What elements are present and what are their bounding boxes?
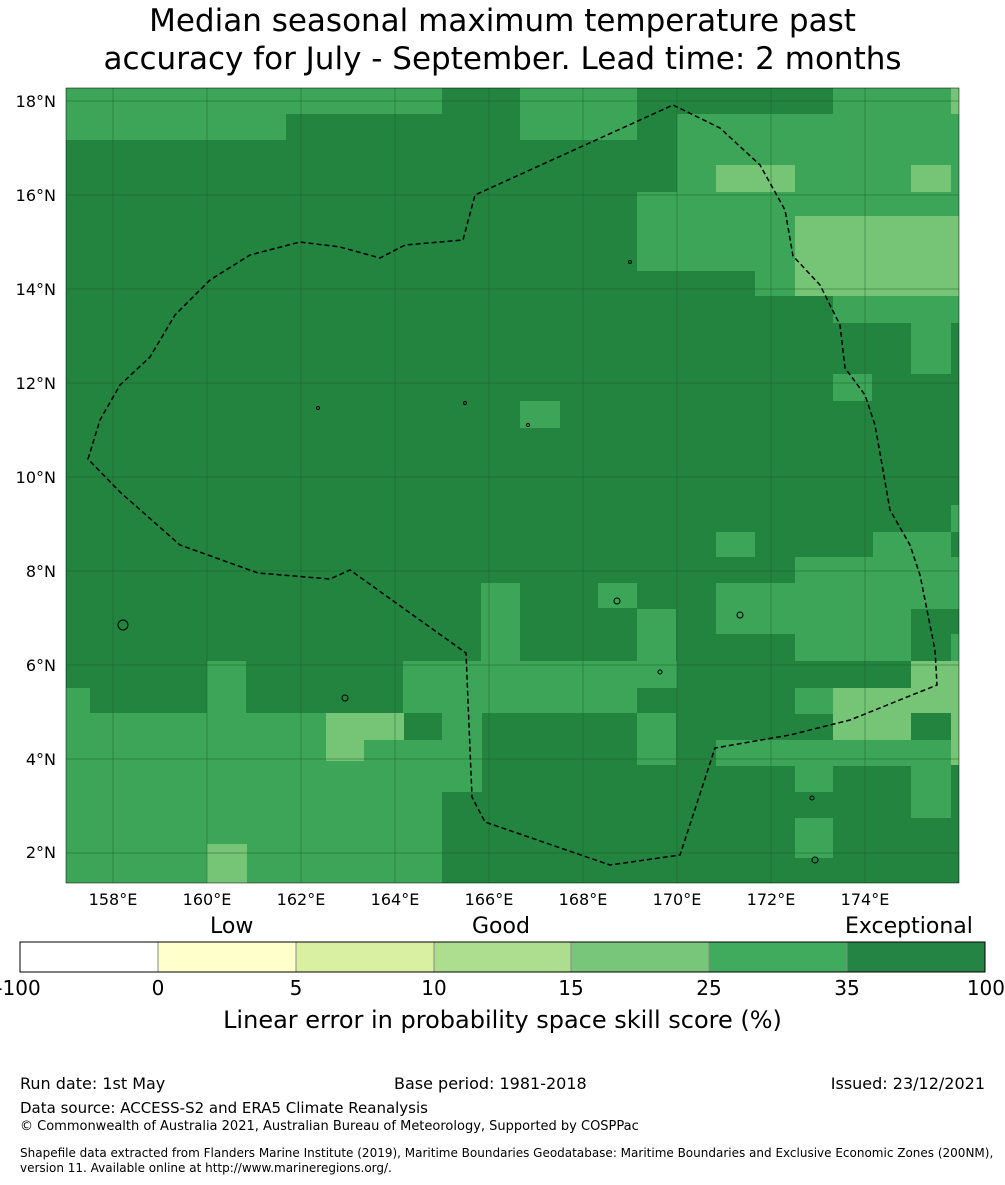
skill-patch-49 [911,740,951,818]
island-1 [117,619,129,631]
colorbar-tick-35: 35 [834,976,860,1000]
shapefile-credit-line-1: Shapefile data extracted from Flanders M… [20,1146,994,1160]
lon-tick-166e: 166°E [464,890,514,909]
skill-patch-50 [951,713,959,765]
island-5 [736,611,744,619]
lat-tick-10n: 10°N [15,468,56,487]
colorbar-tick-m100: -100 [0,976,41,1000]
island-9 [463,401,467,405]
chart-title-line-1: Median seasonal maximum temperature past [149,3,856,39]
skill-patch-13 [833,296,959,323]
skill-patch-2 [168,88,206,140]
skill-patch-8 [716,165,795,192]
lat-tick-14n: 14°N [15,280,56,299]
skill-patch-44 [364,740,442,766]
lon-tick-172e: 172°E [746,890,796,909]
skill-patch-32 [520,688,598,713]
lon-tick-168e: 168°E [558,890,608,909]
skill-patch-31 [560,661,677,688]
skill-patch-28 [911,661,959,713]
colorbar-segment-1 [19,941,159,973]
skill-map [65,87,960,884]
skill-patch-14 [911,323,951,374]
lat-tick-16n: 16°N [15,186,56,205]
eez-boundary [87,104,938,866]
skill-patch-16 [520,401,560,428]
island-8 [316,406,320,410]
copyright: © Commonwealth of Australia 2021, Austra… [20,1119,639,1134]
skill-patch-45 [207,844,247,883]
island-2 [341,694,349,702]
skill-patch-52 [442,713,482,792]
island-3 [613,597,621,605]
colorbar-tick-5: 5 [289,976,303,1000]
colorbar-word-good: Good [472,914,530,939]
colorbar-word-low: Low [210,914,254,939]
skill-patch-20 [795,557,959,609]
skill-patch-43 [66,761,442,883]
skill-patch-35 [833,688,911,740]
chart-title-line-2: accuracy for July - September. Lead time… [103,41,902,77]
data-source: Data source: ACCESS-S2 and ERA5 Climate … [20,1099,428,1117]
colorbar-segment-2 [157,941,297,973]
colorbar-label: Linear error in probability space skill … [223,1006,782,1034]
lat-tick-12n: 12°N [15,374,56,393]
colorbar-tick-100: 100 [966,976,1005,1000]
lat-tick-18n: 18°N [15,92,56,111]
lon-tick-158e: 158°E [88,890,138,909]
lon-tick-162e: 162°E [276,890,326,909]
run-date: Run date: 1st May [20,1074,166,1093]
lon-tick-164e: 164°E [370,890,420,909]
lat-tick-4n: 4°N [25,750,56,769]
skill-patch-9 [911,165,951,192]
skill-patch-46 [637,713,676,765]
skill-patch-34 [66,713,326,761]
lon-tick-174e: 174°E [840,890,890,909]
colorbar-tick-10: 10 [421,976,447,1000]
colorbar-segment-4 [433,941,572,973]
island-11 [628,260,632,264]
colorbar-segment-5 [570,941,710,973]
lat-tick-6n: 6°N [25,656,56,675]
skill-patch-12 [795,216,959,296]
skill-patch-48 [795,766,833,792]
lat-tick-2n: 2°N [25,843,56,862]
skill-patch-17 [951,505,959,532]
colorbar-tick-15: 15 [558,976,584,1000]
skill-patch-29 [207,661,246,713]
map-frame [65,87,960,884]
skill-patch-18 [716,532,755,557]
colorbar-segment-3 [295,941,435,973]
skill-patch-4 [520,88,637,140]
colorbar-word-exceptional: Exceptional [845,914,973,939]
colorbar-tick-0: 0 [151,976,165,1000]
colorbar-segment-7 [846,941,986,973]
shapefile-credit-line-2: version 11. Available online at http://w… [20,1161,392,1175]
lat-tick-8n: 8°N [25,562,56,581]
base-period: Base period: 1981-2018 [394,1074,587,1093]
island-7 [811,856,819,864]
colorbar [19,941,986,973]
lon-tick-170e: 170°E [652,890,702,909]
island-6 [809,795,815,801]
colorbar-segment-6 [708,941,848,973]
skill-patch-37 [326,713,404,740]
island-10 [526,423,530,427]
skill-patch-23 [716,583,795,634]
lon-tick-160e: 160°E [182,890,232,909]
skill-patch-51 [795,818,833,858]
colorbar-tick-25: 25 [696,976,722,1000]
skill-patch-25 [795,609,911,661]
skill-patch-26 [951,634,959,661]
issued-date: Issued: 23/12/2021 [830,1074,985,1093]
island-4 [657,669,663,675]
skill-patch-36 [795,688,833,714]
